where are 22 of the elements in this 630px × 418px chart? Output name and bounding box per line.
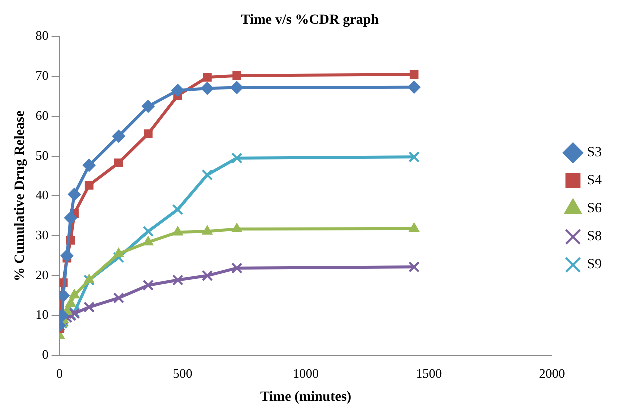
y-tick-label: 20 (36, 267, 49, 282)
y-tick-label: 0 (42, 347, 49, 362)
y-axis-title: % Cumulative Drug Release (13, 110, 28, 282)
x-axis-title: Time (minutes) (260, 390, 352, 406)
legend-label: S4 (587, 174, 602, 189)
x-tick-label: 1000 (293, 366, 320, 381)
legend-label: S6 (587, 202, 602, 217)
y-tick-label: 70 (36, 68, 49, 84)
legend-label: S9 (587, 258, 602, 273)
y-tick-label: 50 (36, 148, 49, 163)
chart-title: Time v/s %CDR graph (241, 13, 380, 28)
y-tick-label: 80 (36, 28, 49, 44)
x-tick-label: 500 (173, 366, 193, 381)
legend-label: S8 (587, 230, 602, 245)
y-tick-label: 10 (36, 307, 49, 322)
y-tick-label: 40 (36, 188, 49, 203)
x-tick-label: 1500 (416, 366, 442, 381)
y-tick-label: 30 (36, 227, 49, 242)
x-tick-label: 0 (56, 366, 64, 381)
y-tick-label: 60 (36, 108, 49, 123)
x-tick-label: 2000 (539, 366, 566, 381)
legend-label: S3 (587, 146, 602, 161)
